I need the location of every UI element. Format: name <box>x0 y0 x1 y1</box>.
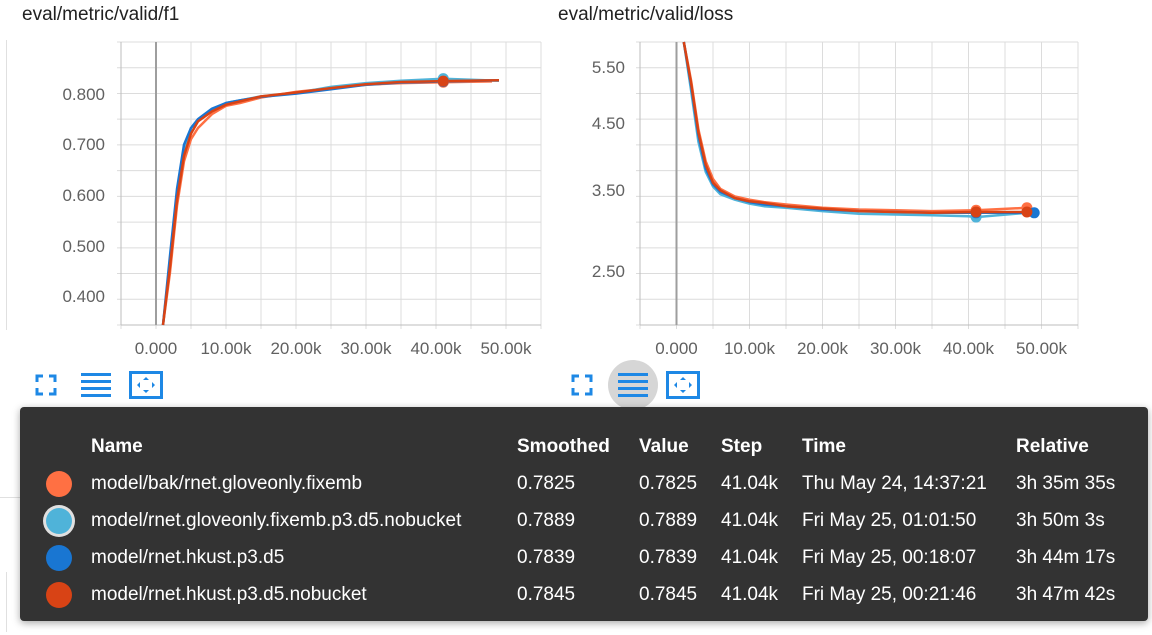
card-edge-left <box>6 40 7 330</box>
hover-point-3 <box>437 75 449 87</box>
series-line-3 <box>161 79 500 326</box>
x-tick-label: 40.00k <box>410 339 462 358</box>
x-tick-label: 10.00k <box>724 339 776 358</box>
cell-time: Fri May 25, 01:01:50 <box>802 510 977 531</box>
cell-value: 0.7839 <box>639 547 698 568</box>
y-tick-label: 0.500 <box>62 237 105 256</box>
cell-time: Thu May 24, 14:37:21 <box>802 473 987 494</box>
cell-value: 0.7889 <box>639 510 698 531</box>
header-step: Step <box>721 436 763 457</box>
hover-tooltip: Name Smoothed Value Step Time Relative m… <box>20 407 1148 621</box>
charts-canvas[interactable]: 0.800 0.700 0.600 0.500 0.400 0.000 10.00k 20.0… <box>0 0 1152 400</box>
cell-relative: 3h 35m 35s <box>1016 473 1116 494</box>
header-smoothed: Smoothed <box>517 436 610 457</box>
y-tick-label: 0.600 <box>62 186 105 205</box>
chart-title-f1: eval/metric/valid/f1 <box>22 4 180 25</box>
fullscreen-icon <box>35 374 57 396</box>
series-line-1 <box>682 41 1028 219</box>
chart-0: 0.800 0.700 0.600 0.500 0.400 0.000 10.00k 20.0… <box>62 41 542 358</box>
x-tick-label: 0.000 <box>655 339 698 358</box>
x-tick-label: 50.00k <box>480 339 532 358</box>
fit-domain-icon <box>666 371 700 399</box>
x-tick-label: 20.00k <box>270 339 322 358</box>
list-lines-icon <box>81 373 111 397</box>
fit-domain-button-2[interactable] <box>665 370 701 400</box>
card-edge-lower-left <box>6 572 7 632</box>
cell-value: 0.7845 <box>639 584 698 605</box>
y-tick-label: 0.400 <box>62 287 105 306</box>
cell-relative: 3h 44m 17s <box>1016 547 1116 568</box>
cell-smoothed: 0.7825 <box>517 473 576 494</box>
x-tick-label: 20.00k <box>797 339 849 358</box>
header-time: Time <box>802 436 847 457</box>
tooltip-row: model/rnet.hkust.p3.d5 0.7839 0.7839 41.04k… <box>20 539 1148 576</box>
y-tick-label: 0.800 <box>62 85 105 104</box>
fullscreen-icon <box>571 374 593 396</box>
cell-smoothed: 0.7889 <box>517 510 576 531</box>
x-tick-label: 30.00k <box>340 339 392 358</box>
x-tick-label: 40.00k <box>943 339 995 358</box>
header-name: Name <box>91 436 143 457</box>
x-tick-label: 0.000 <box>135 339 178 358</box>
cell-name: model/rnet.hkust.p3.d5.nobucket <box>91 584 367 605</box>
tooltip-row: model/bak/rnet.gloveonly.fixemb 0.7825 0.7… <box>20 465 1148 502</box>
cell-step: 41.04k <box>721 584 779 605</box>
cell-name: model/bak/rnet.gloveonly.fixemb <box>91 473 363 494</box>
cell-name: model/rnet.hkust.p3.d5 <box>91 547 285 568</box>
fit-domain-button[interactable] <box>128 370 164 400</box>
y-tick-label: 5.50 <box>592 58 625 77</box>
cell-smoothed: 0.7845 <box>517 584 576 605</box>
cell-step: 41.04k <box>721 547 779 568</box>
hover-point-3 <box>970 206 982 218</box>
cell-value: 0.7825 <box>639 473 698 494</box>
series-line-0 <box>161 80 493 326</box>
card-divider <box>0 497 20 498</box>
cell-time: Fri May 25, 00:21:46 <box>802 584 977 605</box>
end-point-3 <box>1021 206 1033 218</box>
header-relative: Relative <box>1016 436 1089 457</box>
header-value: Value <box>639 436 689 457</box>
toggle-log-scale-button[interactable] <box>78 370 114 400</box>
toggle-log-scale-button-2[interactable] <box>608 360 658 410</box>
cell-relative: 3h 50m 3s <box>1016 510 1105 531</box>
y-tick-label: 3.50 <box>592 181 625 200</box>
cell-time: Fri May 25, 00:18:07 <box>802 547 977 568</box>
cell-name: model/rnet.gloveonly.fixemb.p3.d5.nobuck… <box>91 510 462 531</box>
cell-relative: 3h 47m 42s <box>1016 584 1116 605</box>
tooltip-header-row: Name Smoothed Value Step Time Relative <box>20 428 1148 465</box>
series-color-swatch <box>46 545 72 571</box>
y-tick-label: 4.50 <box>592 114 625 133</box>
fullscreen-button-2[interactable] <box>564 370 600 400</box>
y-tick-label: 2.50 <box>592 262 625 281</box>
cell-step: 41.04k <box>721 510 779 531</box>
series-color-swatch <box>46 471 72 497</box>
series-color-swatch <box>46 508 72 534</box>
fullscreen-button[interactable] <box>28 370 64 400</box>
cell-step: 41.04k <box>721 473 779 494</box>
x-tick-label: 30.00k <box>870 339 922 358</box>
chart-1: 5.50 4.50 3.50 2.50 0.000 10.00k 20.00k 30.00k 4… <box>592 41 1079 358</box>
series-line-3 <box>682 41 1027 215</box>
list-lines-icon <box>618 373 648 397</box>
cell-smoothed: 0.7839 <box>517 547 576 568</box>
tooltip-row: model/rnet.hkust.p3.d5.nobucket 0.7845 0.7… <box>20 576 1148 613</box>
tooltip-row: model/rnet.gloveonly.fixemb.p3.d5.nobuck… <box>20 502 1148 539</box>
y-tick-label: 0.700 <box>62 135 105 154</box>
x-tick-label: 10.00k <box>200 339 252 358</box>
series-color-swatch <box>46 582 72 608</box>
fit-domain-icon <box>129 371 163 399</box>
chart-title-loss: eval/metric/valid/loss <box>558 4 734 25</box>
x-tick-label: 50.00k <box>1016 339 1068 358</box>
